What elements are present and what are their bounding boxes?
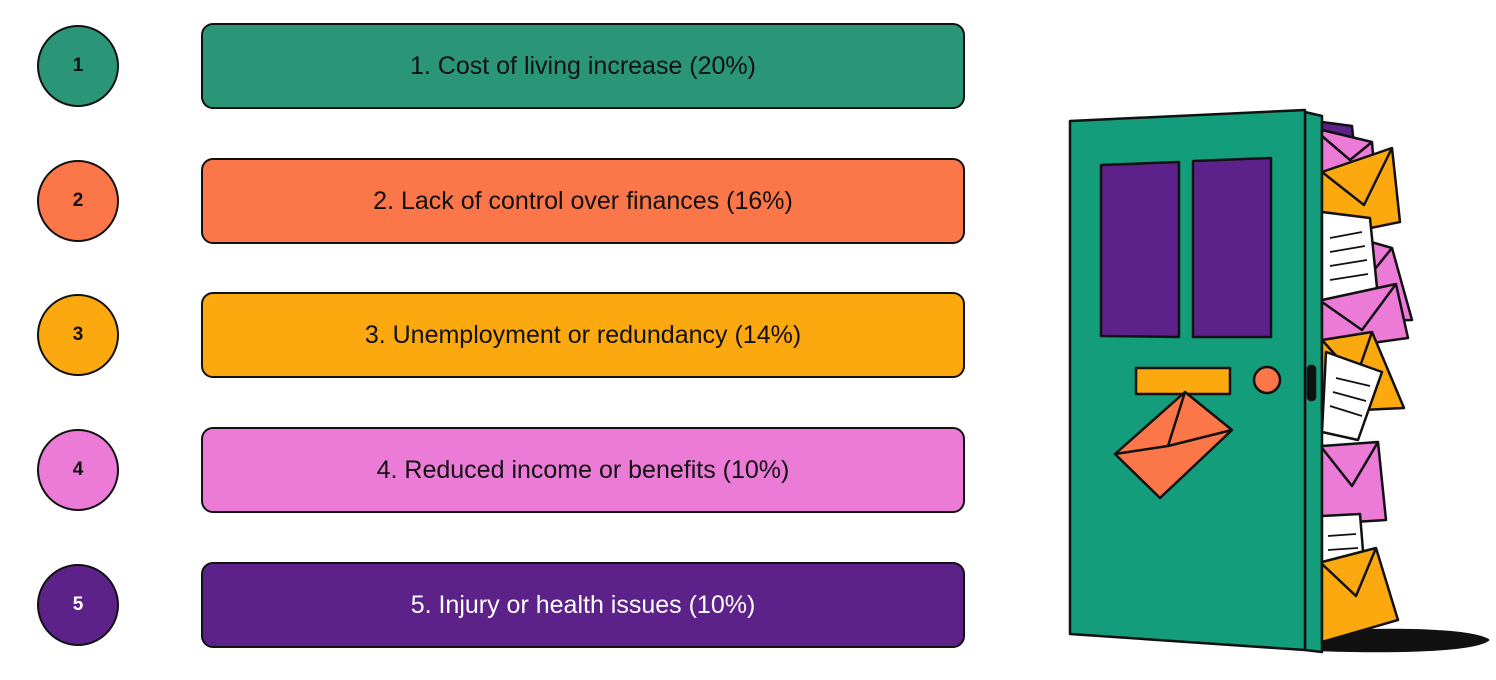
list-item-5: 5 5. Injury or health issues (10%) [0, 562, 980, 652]
number-badge-5: 5 [37, 564, 119, 646]
number-badge-2: 2 [37, 160, 119, 242]
list-item-3: 3 3. Unemployment or redundancy (14%) [0, 292, 980, 382]
reason-bar-3: 3. Unemployment or redundancy (14%) [201, 292, 965, 378]
reason-bar-4: 4. Reduced income or benefits (10%) [201, 427, 965, 513]
number-badge-1: 1 [37, 25, 119, 107]
reason-bar-2: 2. Lack of control over finances (16%) [201, 158, 965, 244]
number-badge-4: 4 [37, 429, 119, 511]
reason-bar-5: 5. Injury or health issues (10%) [201, 562, 965, 648]
list-item-2: 2 2. Lack of control over finances (16%) [0, 158, 980, 248]
door-with-overflowing-mail-icon [1068, 108, 1490, 654]
reason-bar-1: 1. Cost of living increase (20%) [201, 23, 965, 109]
list-item-4: 4 4. Reduced income or benefits (10%) [0, 427, 980, 517]
number-badge-3: 3 [37, 294, 119, 376]
list-item-1: 1 1. Cost of living increase (20%) [0, 23, 980, 113]
